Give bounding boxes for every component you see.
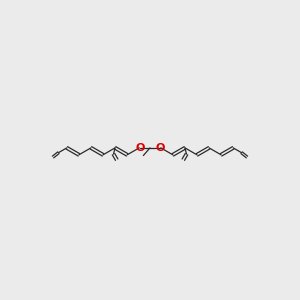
Text: O: O <box>156 143 165 153</box>
Text: O: O <box>135 143 144 153</box>
